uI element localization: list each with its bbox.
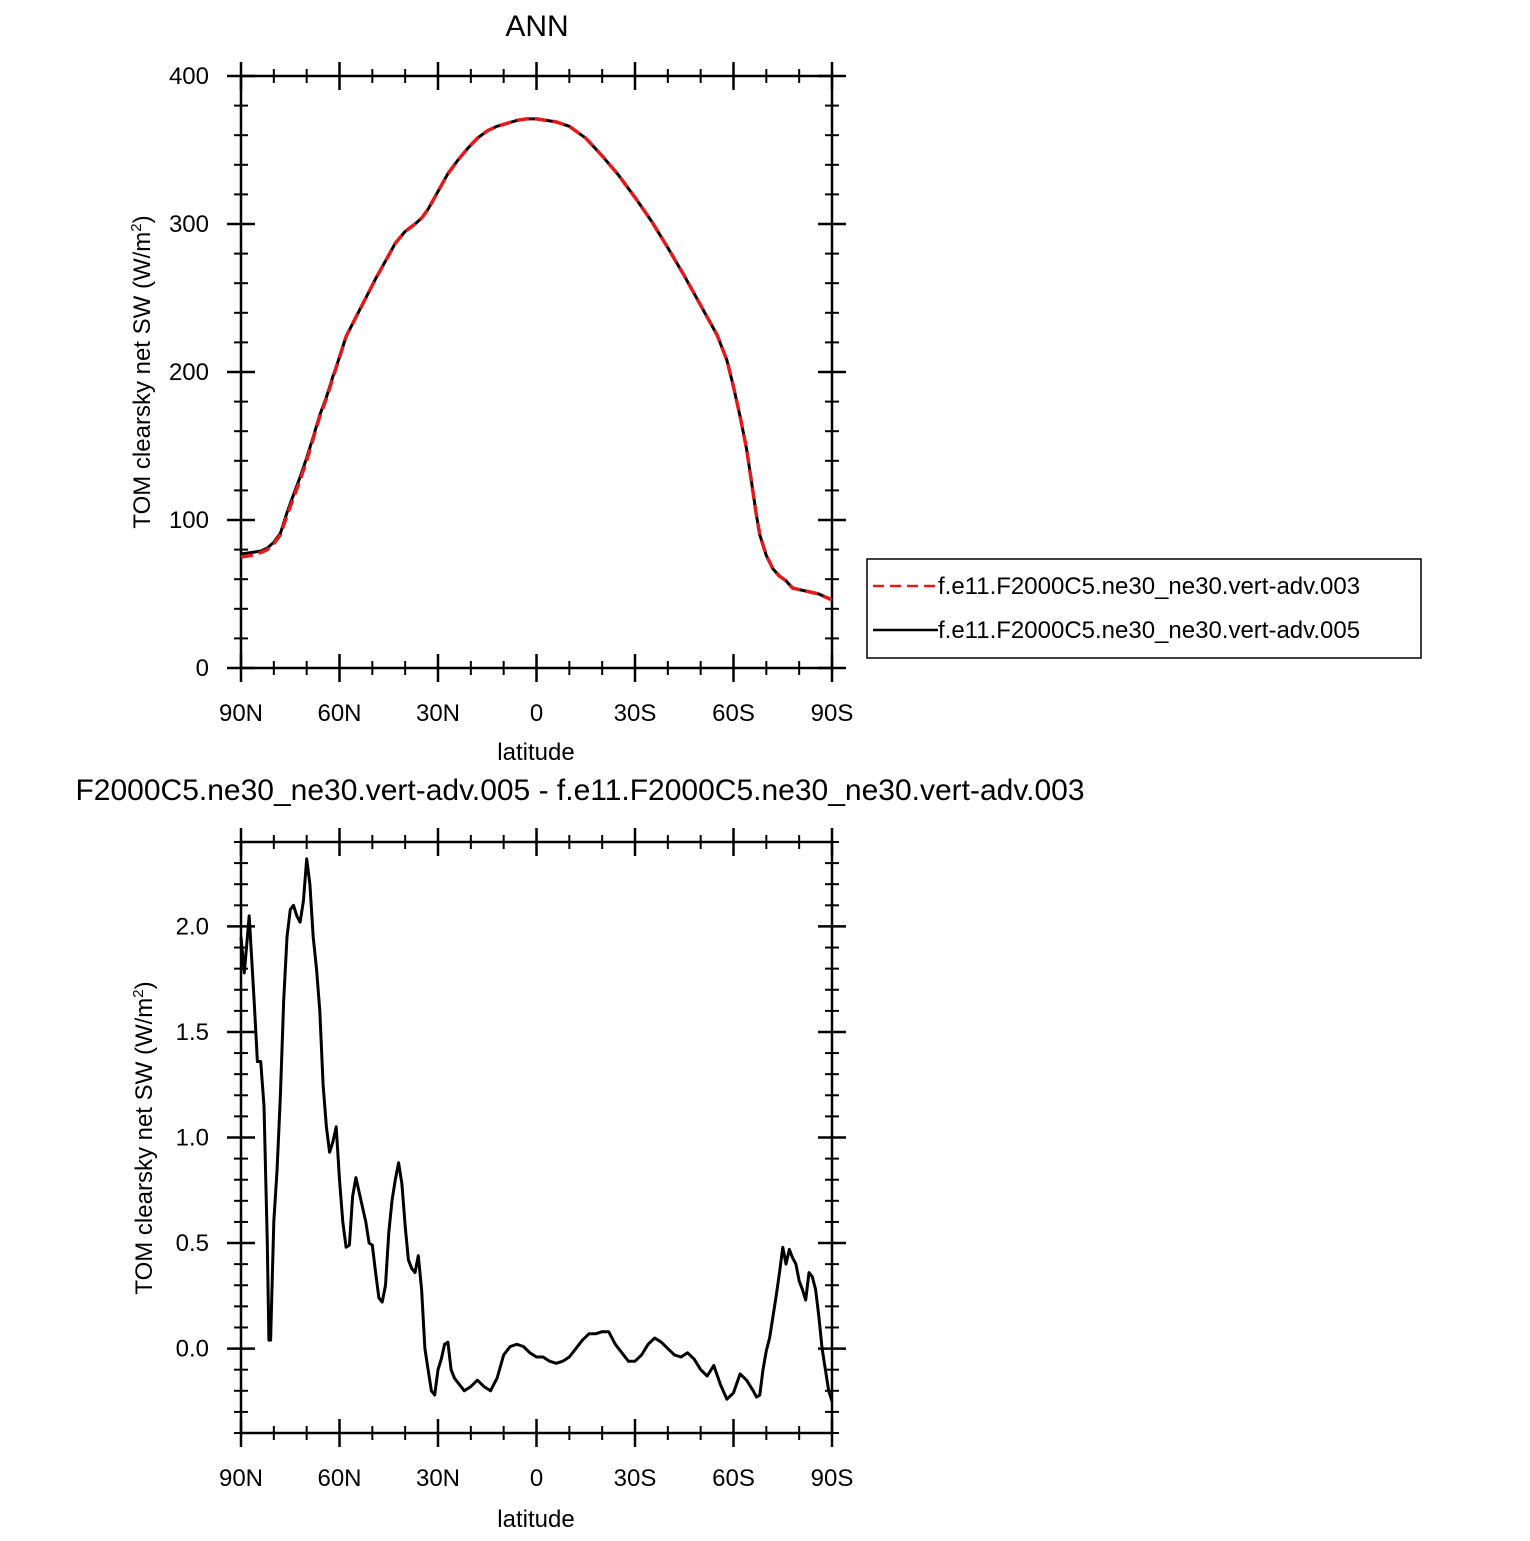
legend-label-solid: f.e11.F2000C5.ne30_ne30.vert-adv.005: [938, 617, 1360, 644]
top-y-axis-label: TOM clearsky net SW (W/m2): [128, 215, 156, 528]
bottom-series-lines: [239, 857, 834, 1402]
y-tick-label: 100: [169, 507, 209, 534]
bottom-y-axis-label-sup: 2: [130, 989, 147, 997]
x-tick-label: 30N: [416, 1465, 460, 1492]
x-tick-label: 0: [530, 1465, 543, 1492]
bottom-line-chart: F2000C5.ne30_ne30.vert-adv.005 - f.e11.F…: [75, 774, 1084, 1533]
x-tick-label: 90N: [219, 1465, 263, 1492]
x-tick-label: 30N: [416, 700, 460, 727]
bottom-x-axis-label: latitude: [497, 1506, 574, 1533]
bottom-y-axis-label-main: TOM clearsky net SW (W/m: [131, 998, 158, 1295]
x-tick-label: 60S: [712, 700, 755, 727]
x-tick-label: 90N: [219, 700, 263, 727]
x-tick-label: 30S: [614, 700, 657, 727]
x-tick-label: 0: [530, 700, 543, 727]
top-y-tick-labels: 0 100 200 300 400: [169, 63, 209, 682]
x-tick-label: 30S: [614, 1465, 657, 1492]
bottom-tick-marks: [227, 828, 846, 1447]
y-tick-label: 2.0: [176, 913, 209, 940]
series-line-dashed: [240, 117, 833, 602]
x-tick-label: 90S: [811, 700, 854, 727]
top-series-lines: [240, 117, 833, 602]
x-tick-label: 90S: [811, 1465, 854, 1492]
y-tick-label: 0: [196, 655, 209, 682]
top-y-axis-label-sup: 2: [128, 223, 145, 231]
series-line-solid: [240, 117, 833, 602]
top-tick-marks: [227, 62, 846, 682]
top-y-axis-label-end: ): [129, 215, 156, 223]
top-chart-title: ANN: [505, 10, 568, 43]
legend: f.e11.F2000C5.ne30_ne30.vert-adv.003 f.e…: [866, 558, 1422, 659]
y-tick-label: 300: [169, 211, 209, 238]
x-tick-label: 60N: [317, 700, 361, 727]
legend-label-dashed: f.e11.F2000C5.ne30_ne30.vert-adv.003: [938, 573, 1360, 600]
y-tick-label: 1.0: [176, 1125, 209, 1152]
y-tick-label: 200: [169, 359, 209, 386]
bottom-y-axis-label: TOM clearsky net SW (W/m2): [130, 981, 158, 1294]
legend-frame: [866, 558, 1422, 659]
bottom-y-axis-label-end: ): [131, 981, 158, 989]
top-line-chart: ANN 0 100 200 300 400 90N 60N 30N 0 30S 60S 90S la…: [128, 10, 1422, 766]
top-plot-frame: [239, 74, 834, 670]
y-tick-label: 1.5: [176, 1019, 209, 1046]
bottom-y-tick-labels: 0.0 0.5 1.0 1.5 2.0: [176, 913, 209, 1362]
y-tick-label: 400: [169, 63, 209, 90]
x-tick-label: 60S: [712, 1465, 755, 1492]
y-tick-label: 0.0: [176, 1336, 209, 1363]
y-tick-label: 0.5: [176, 1230, 209, 1257]
x-tick-label: 60N: [317, 1465, 361, 1492]
top-x-axis-label: latitude: [497, 739, 574, 766]
bottom-plot-frame: [239, 840, 834, 1435]
series-line-solid: [239, 857, 834, 1402]
bottom-chart-title: F2000C5.ne30_ne30.vert-adv.005 - f.e11.F…: [75, 774, 1084, 807]
top-y-axis-label-main: TOM clearsky net SW (W/m: [129, 232, 156, 529]
top-x-tick-labels: 90N 60N 30N 0 30S 60S 90S: [219, 700, 853, 727]
bottom-x-tick-labels: 90N 60N 30N 0 30S 60S 90S: [219, 1465, 853, 1492]
